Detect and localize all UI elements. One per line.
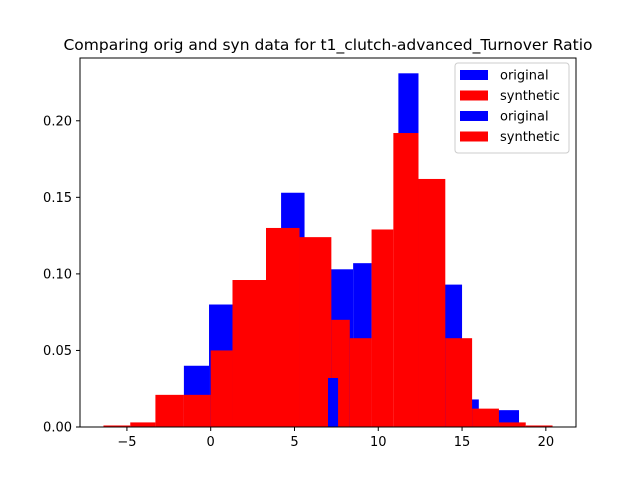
x-tick-label-0: −5 bbox=[117, 435, 136, 450]
synthetic-bar-1-3 bbox=[183, 394, 211, 427]
axes-layer: −5 0 5 10 15 20 0.00 0.05 0.10 0.15 0.20 bbox=[43, 57, 577, 450]
synthetic-bar-1-6 bbox=[266, 227, 300, 427]
legend-label-2: original bbox=[500, 110, 549, 125]
y-tick-label-3: 0.15 bbox=[43, 191, 72, 206]
x-tick-label-1: 0 bbox=[207, 435, 215, 450]
y-tick-label-4: 0.20 bbox=[43, 114, 72, 129]
legend-swatch-3 bbox=[460, 131, 488, 142]
synthetic-bar-1-9 bbox=[349, 338, 372, 427]
legend-swatch-1 bbox=[460, 90, 488, 101]
bars-layer bbox=[103, 73, 553, 427]
y-tick-label-1: 0.05 bbox=[43, 344, 72, 359]
x-tick-label-4: 15 bbox=[454, 435, 471, 450]
legend-swatch-0 bbox=[460, 70, 488, 80]
plot-frame bbox=[79, 57, 577, 428]
synthetic-bar-1-5 bbox=[232, 280, 266, 427]
legend-label-3: synthetic bbox=[500, 130, 560, 145]
synthetic-bar-1-0 bbox=[103, 425, 131, 427]
synthetic-bar-1-1 bbox=[130, 422, 156, 427]
x-tick-label-2: 5 bbox=[290, 435, 298, 450]
legend-box bbox=[454, 62, 570, 154]
synthetic-bar-1-16 bbox=[525, 425, 553, 427]
synthetic-bar-1-15 bbox=[498, 422, 526, 427]
legend: original synthetic original synthetic bbox=[454, 62, 570, 154]
synthetic-bar-1-13 bbox=[445, 338, 473, 427]
legend-label-0: original bbox=[500, 69, 549, 84]
synthetic-bar-1-14 bbox=[472, 408, 499, 427]
x-tick-label-3: 10 bbox=[370, 435, 387, 450]
synthetic-bar-1-11 bbox=[393, 133, 419, 427]
original-bar-2-0 bbox=[328, 378, 339, 427]
y-tick-label-0: 0.00 bbox=[43, 421, 72, 436]
legend-label-1: synthetic bbox=[500, 89, 560, 104]
legend-swatch-2 bbox=[460, 111, 488, 121]
x-tick-label-5: 20 bbox=[538, 435, 555, 450]
synthetic-bar-1-10 bbox=[371, 229, 394, 427]
synthetic-bar-1-7 bbox=[299, 237, 332, 427]
synthetic-bar-1-12 bbox=[418, 178, 446, 427]
synthetic-bar-1-4 bbox=[210, 350, 233, 427]
y-tick-label-2: 0.10 bbox=[43, 267, 72, 282]
synthetic-bar-1-2 bbox=[155, 394, 184, 427]
chart-title: Comparing orig and syn data for t1_clutc… bbox=[63, 36, 592, 55]
